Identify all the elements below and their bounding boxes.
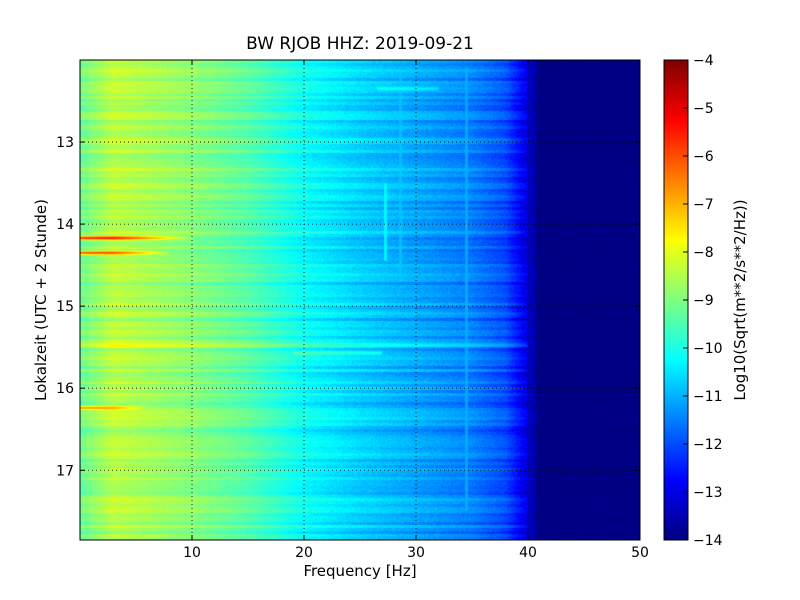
colorbar-tick-label: −8 (693, 245, 714, 261)
colorbar-tick-label: −12 (693, 437, 723, 453)
colorbar-tick-label: −7 (693, 197, 714, 213)
y-tick-label: 17 (56, 463, 74, 479)
colorbar-tick-label: −14 (693, 533, 723, 549)
x-tick-label: 30 (407, 545, 425, 561)
colorbar-tick-label: −5 (693, 101, 714, 117)
spectrogram-heatmap (80, 60, 640, 540)
y-tick-label: 14 (56, 217, 74, 233)
colorbar: −4 −5 −6 −7 −8 −9 −10 −11 −12 −13 −14 (663, 53, 723, 549)
colorbar-ticks: −4 −5 −6 −7 −8 −9 −10 −11 −12 −13 −14 (683, 53, 723, 549)
y-axis-label: Lokalzeit (UTC + 2 Stunde) (32, 199, 50, 401)
x-axis-label: Frequency [Hz] (303, 562, 416, 580)
colorbar-tick-label: −6 (693, 149, 714, 165)
x-axis: 10 20 30 40 50 (183, 60, 649, 561)
plot-frame (79, 59, 641, 541)
colorbar-tick-label: −4 (693, 53, 714, 69)
colorbar-tick-label: −9 (693, 293, 714, 309)
x-tick-label: 40 (519, 545, 537, 561)
y-tick-label: 16 (56, 381, 74, 397)
colorbar-tick-label: −10 (693, 341, 723, 357)
colorbar-tick-label: −11 (693, 389, 723, 405)
y-tick-label: 15 (56, 299, 74, 315)
grid-lines (80, 60, 640, 540)
y-axis: 13 14 15 16 17 (56, 135, 640, 479)
colorbar-label: Log10(Sqrt(m**2/s**2/Hz)) (731, 199, 749, 400)
x-tick-label: 10 (183, 545, 201, 561)
y-tick-label: 13 (56, 135, 74, 151)
x-tick-label: 20 (295, 545, 313, 561)
plot-area (79, 59, 641, 541)
chart-title: BW RJOB HHZ: 2019-09-21 (246, 34, 474, 54)
colorbar-tick-label: −13 (693, 485, 723, 501)
x-tick-label: 50 (631, 545, 649, 561)
